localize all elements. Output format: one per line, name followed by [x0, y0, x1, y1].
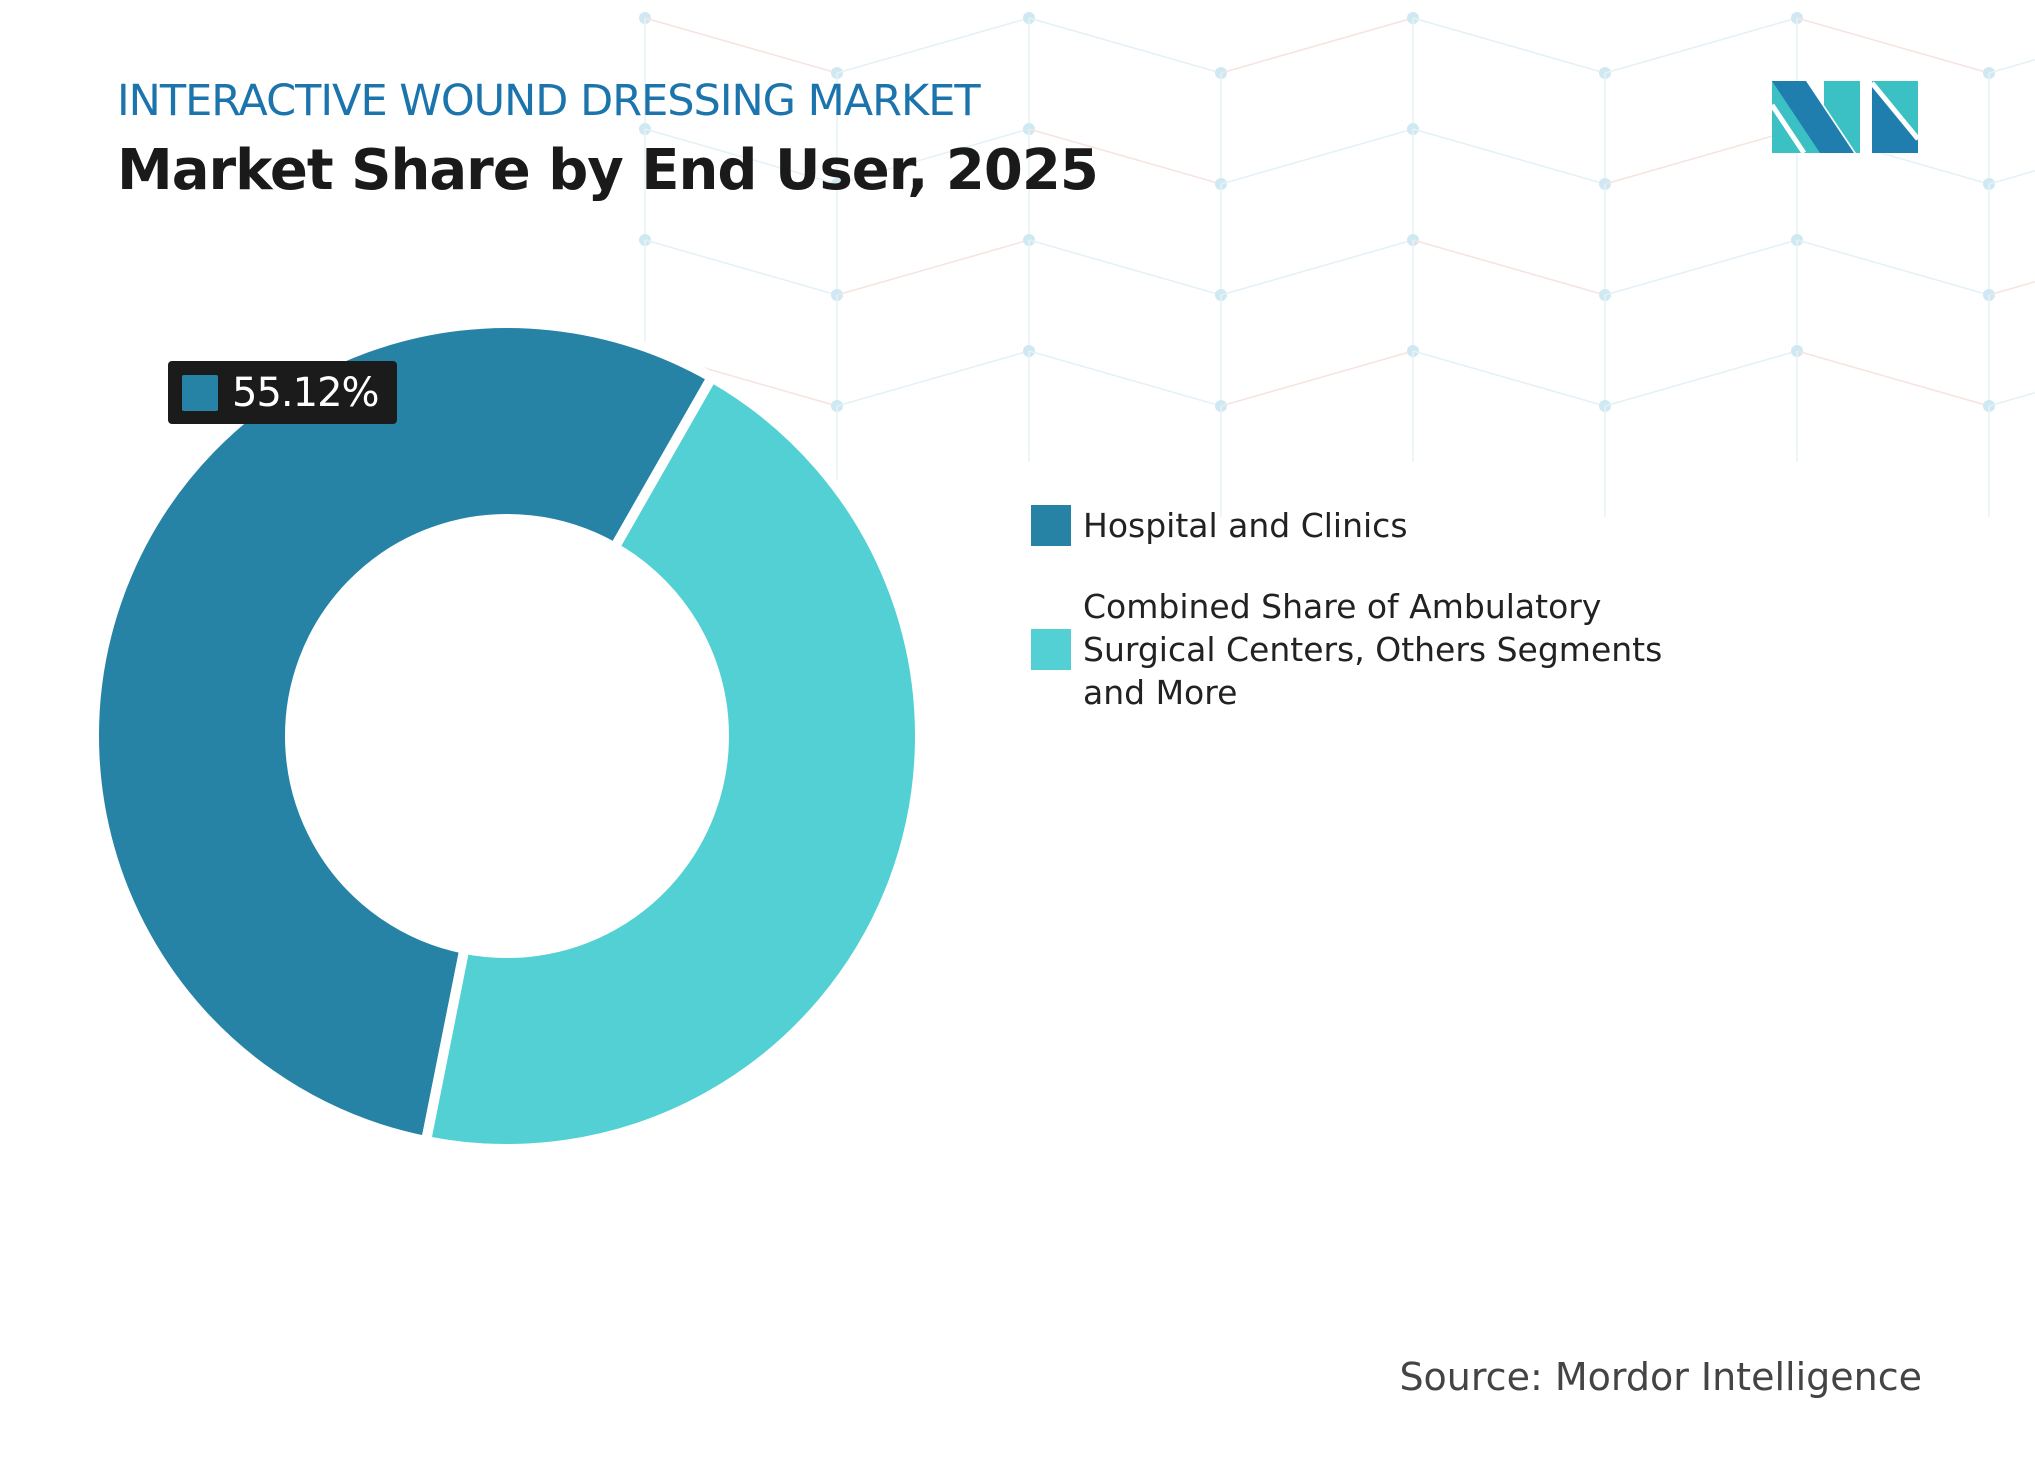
pattern-line: [1796, 239, 1990, 296]
slice-hospital-and-clinics: [89, 318, 719, 1147]
pattern-line: [644, 239, 838, 296]
pattern-line: [1988, 170, 2035, 185]
chart-subtitle: INTERACTIVE WOUND DRESSING MARKET: [117, 76, 981, 126]
pattern-line: [1028, 17, 1222, 74]
pattern-line: [836, 350, 1030, 407]
legend-swatch: [1031, 505, 1071, 546]
data-label-swatch: [182, 374, 218, 411]
pattern-line: [1412, 350, 1606, 407]
pattern-line: [1988, 281, 2035, 296]
legend-swatch: [1031, 629, 1071, 670]
pattern-line: [1220, 239, 1414, 296]
pattern-line: [836, 17, 1030, 74]
pattern-line: [1604, 239, 1798, 296]
pattern-line: [1220, 17, 1414, 74]
pattern-line: [1220, 350, 1414, 407]
pattern-line: [1028, 128, 1222, 185]
pattern-line: [1796, 17, 1990, 74]
legend-label: Hospital and Clinics: [1083, 506, 1408, 545]
source-note: Source: Mordor Intelligence: [1399, 1355, 1922, 1399]
data-label-text: 55.12%: [232, 369, 380, 416]
data-label-hospital: 55.12%: [168, 361, 397, 424]
pattern-line: [1412, 17, 1606, 74]
pattern-line: [644, 17, 838, 74]
pattern-line: [836, 128, 1030, 185]
pattern-line: [1604, 128, 1798, 185]
legend-item-hospital: Hospital and Clinics: [1031, 504, 1703, 547]
pattern-line: [1796, 350, 1990, 407]
pattern-line: [1988, 392, 2035, 407]
mordor-intelligence-logo: [1772, 81, 1918, 153]
pattern-line: [1028, 350, 1222, 407]
legend-label: Combined Share of Ambulatory Surgical Ce…: [1083, 587, 1663, 712]
legend-item-combined: Combined Share of Ambulatory Surgical Ce…: [1031, 585, 1683, 714]
pattern-line: [1604, 350, 1798, 407]
pattern-line: [644, 128, 838, 185]
pattern-line: [1412, 239, 1606, 296]
pattern-line: [1028, 239, 1222, 296]
pattern-line: [836, 239, 1030, 296]
pattern-line: [1412, 128, 1606, 185]
pattern-line: [1604, 17, 1798, 74]
pattern-line: [1988, 59, 2035, 74]
pattern-line: [1220, 128, 1414, 185]
chart-title: Market Share by End User, 2025: [117, 138, 1099, 203]
slice-combined-others: [420, 370, 925, 1154]
